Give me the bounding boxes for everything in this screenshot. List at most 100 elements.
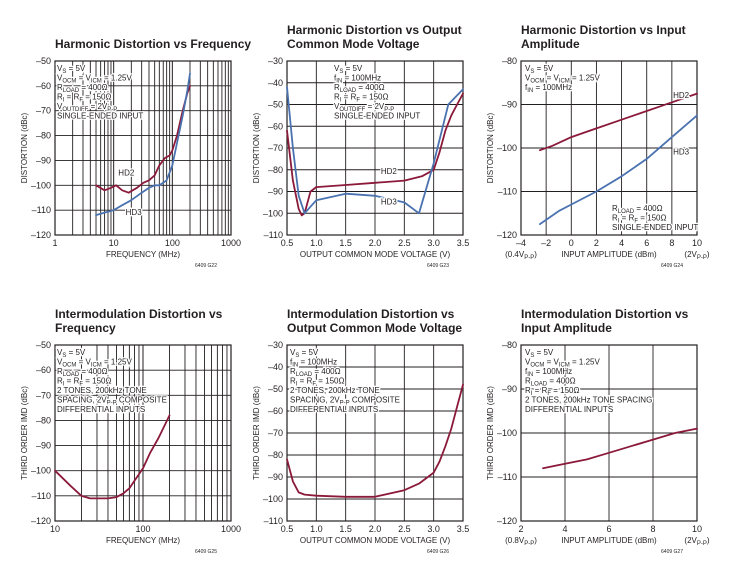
series-label: HD3 [126, 208, 143, 217]
y-tick-label: –120 [31, 230, 51, 240]
x-tick-label: 2 [518, 524, 523, 534]
x-tick-label: 2.0 [369, 524, 382, 534]
x-tick-label: 2.5 [398, 524, 411, 534]
y-tick-label: –60 [36, 81, 51, 91]
condition-note: RI = RF = 150Ω [57, 377, 111, 388]
x-extra-label: (2VP-P) [684, 250, 709, 261]
series-line-imd3 [54, 414, 171, 500]
x-tick-label: 1000 [221, 238, 241, 248]
y-tick-label: –40 [268, 78, 283, 88]
condition-note: DIFFERENTIAL INPUTS [525, 405, 613, 414]
x-tick-label: 3.0 [427, 238, 440, 248]
condition-note: RI = RF = 150Ω [525, 386, 579, 397]
condition-note: VS = 5V [57, 64, 86, 75]
condition-note: fIN = 100MHz [290, 358, 337, 369]
condition-note: VS = 5V [57, 348, 86, 359]
plot-frame [54, 344, 232, 522]
condition-note: RLOAD = 400Ω [290, 367, 341, 378]
x-tick-label: 1000 [221, 524, 241, 534]
condition-note: VOUTDIFF = 2VP-P [57, 102, 117, 113]
y-axis-label: DISTORTION (dBc) [486, 112, 495, 183]
y-tick-label: –70 [268, 143, 283, 153]
condition-note: RLOAD = 400Ω [57, 367, 108, 378]
condition-note: VOCM = VICM = 1.25V [57, 358, 132, 369]
y-tick-label: –120 [497, 516, 517, 526]
x-extra-label: (0.4VP-P) [505, 250, 537, 261]
figure-ref: 6409 G24 [661, 263, 683, 269]
x-tick-label: 100 [165, 238, 180, 248]
y-tick-label: –100 [31, 466, 51, 476]
y-tick-label: –80 [502, 56, 517, 66]
condition-note: DIFFERENTIAL INPUTS [290, 405, 378, 414]
plot-frame [54, 60, 232, 236]
figure-ref: 6409 G22 [195, 263, 217, 269]
x-tick-label: 1.5 [339, 524, 352, 534]
y-tick-label: –110 [32, 491, 51, 501]
series-line-hd3 [286, 86, 464, 215]
x-tick-label: 10 [50, 524, 60, 534]
x-tick-label: 0.5 [281, 238, 294, 248]
series-label: HD3 [673, 148, 690, 157]
series-label: HD3 [381, 198, 398, 207]
condition-note: VOCM = VICM = 1.25V [57, 74, 132, 85]
condition-note: RLOAD = 400Ω [334, 83, 385, 94]
x-tick-label: 0.5 [281, 524, 294, 534]
y-axis-label: DISTORTION (dBc) [20, 112, 29, 183]
y-tick-label: –50 [36, 56, 51, 66]
chart-title: Output Common Mode Voltage [287, 321, 462, 335]
x-tick-label: 10 [692, 238, 702, 248]
y-tick-label: –70 [36, 390, 51, 400]
y-tick-label: –80 [268, 450, 283, 460]
condition-note: VS = 5V [334, 64, 363, 75]
y-tick-label: –110 [498, 472, 517, 482]
y-tick-label: –90 [502, 100, 517, 110]
figure-ref: 6409 G26 [427, 549, 449, 555]
y-axis-label: DISTORTION (dBc) [252, 112, 261, 183]
x-axis-label: OUTPUT COMMON MODE VOLTAGE (V) [300, 536, 451, 545]
chart-title: Frequency [55, 321, 116, 335]
x-tick-label: 2.0 [369, 238, 382, 248]
y-axis-label: THIRD ORDER IMD (dBc) [486, 386, 495, 480]
y-tick-label: –50 [268, 384, 283, 394]
condition-note: SPACING, 2VP-P COMPOSITE [57, 396, 167, 407]
condition-note: RI = RF = 150Ω [57, 93, 111, 104]
condition-note: VOCM = VICM = 1.25V [525, 358, 600, 369]
x-tick-label: –2 [541, 238, 551, 248]
chart-title: Intermodulation Distortion vs [287, 307, 455, 321]
x-tick-label: –4 [516, 238, 526, 248]
x-tick-label: 0 [569, 238, 574, 248]
chart-title: Harmonic Distortion vs Output [287, 23, 462, 37]
x-tick-label: 2 [594, 238, 599, 248]
series-line-hd3 [95, 72, 191, 217]
y-tick-label: –110 [32, 205, 51, 215]
y-tick-label: –100 [263, 494, 283, 504]
series-label: HD2 [381, 167, 398, 176]
y-tick-label: –50 [36, 340, 51, 350]
y-tick-label: –90 [268, 472, 283, 482]
y-tick-label: –80 [268, 165, 283, 175]
y-tick-label: –100 [263, 208, 283, 218]
chart-title: Harmonic Distortion vs Input [521, 23, 686, 37]
condition-note: RI = RF = 150Ω [334, 93, 388, 104]
condition-note: VS = 5V [290, 348, 319, 359]
x-tick-label: 10 [692, 524, 702, 534]
series-line-imd3 [542, 427, 698, 470]
x-tick-label: 100 [135, 524, 150, 534]
x-tick-label: 2.5 [398, 238, 411, 248]
x-tick-label: 3.5 [457, 524, 470, 534]
condition-note: fIN = 100MHz [525, 367, 572, 378]
chart-title: Amplitude [521, 37, 580, 51]
y-tick-label: –120 [497, 230, 517, 240]
y-tick-label: –70 [268, 428, 283, 438]
y-tick-label: –90 [36, 441, 51, 451]
x-tick-label: 10 [109, 238, 119, 248]
series-line-hd2 [286, 92, 464, 217]
chart-title: Common Mode Voltage [287, 37, 420, 51]
chart-panel-1: Harmonic Distortion vs Frequency 1 10 100 10… [20, 37, 251, 269]
chart-title: Input Amplitude [521, 321, 612, 335]
chart-panel-3: Harmonic Distortion vs InputAmplitude–4–… [486, 23, 710, 269]
y-tick-label: –100 [31, 180, 51, 190]
y-tick-label: –50 [268, 100, 283, 110]
